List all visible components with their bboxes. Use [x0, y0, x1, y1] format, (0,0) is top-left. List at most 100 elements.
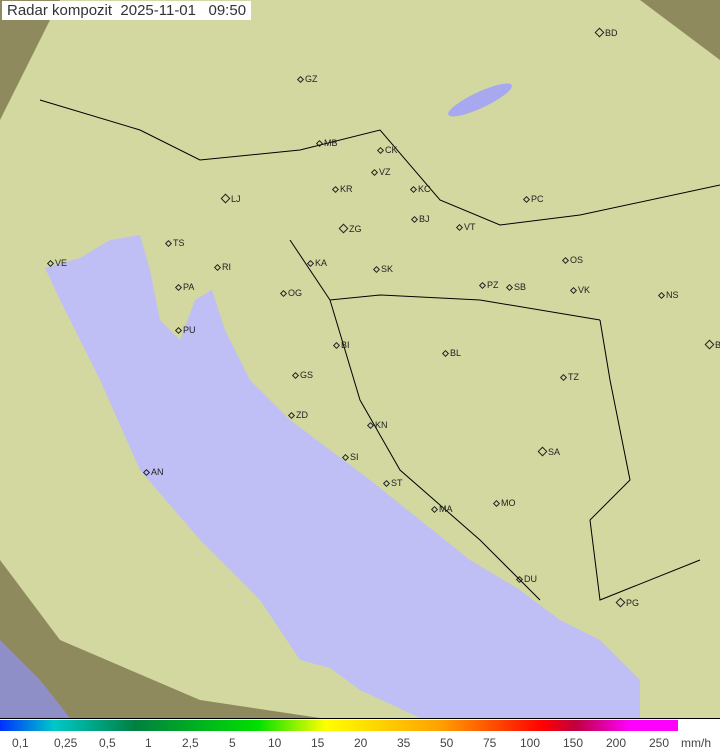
diamond-icon — [287, 411, 296, 420]
city-marker: TZ — [559, 372, 579, 382]
city-marker: MO — [492, 498, 516, 508]
city-marker: DU — [515, 574, 537, 584]
city-marker: BJ — [410, 214, 430, 224]
city-label: BG — [715, 340, 720, 350]
diamond-icon — [164, 239, 173, 248]
legend-label: 250 — [649, 736, 670, 750]
city-marker: ZD — [287, 410, 308, 420]
city-marker: PG — [615, 597, 640, 608]
radar-map[interactable]: Radar kompozit 2025-11-01 09:50 BD GZ MB CK… — [0, 0, 720, 719]
city-label: PU — [183, 325, 196, 335]
diamond-icon — [370, 168, 379, 177]
city-marker: VE — [46, 258, 67, 268]
legend-label: 1 — [145, 736, 152, 750]
city-label: BD — [605, 28, 618, 38]
diamond-icon — [515, 575, 524, 584]
diamond-icon — [291, 371, 300, 380]
diamond-icon — [455, 223, 464, 232]
city-marker: KA — [306, 258, 328, 268]
city-label: OS — [570, 255, 584, 265]
city-marker: PZ — [478, 280, 499, 290]
legend-label: 0,1 — [12, 736, 29, 750]
diamond-icon — [174, 283, 183, 292]
legend-label: 10 — [268, 736, 282, 750]
diamond-icon — [331, 185, 340, 194]
lake-balaton — [448, 83, 512, 117]
city-marker: OG — [279, 288, 302, 298]
city-label: MA — [439, 504, 453, 514]
diamond-icon — [657, 291, 666, 300]
city-marker: GZ — [296, 74, 318, 84]
city-marker: PU — [174, 325, 196, 335]
diamond-icon — [341, 453, 350, 462]
city-label: SA — [548, 447, 561, 457]
diamond-icon — [279, 289, 288, 298]
city-label: LJ — [231, 194, 241, 204]
city-label: MB — [324, 138, 338, 148]
city-marker: OS — [561, 255, 584, 265]
city-label: KN — [375, 420, 388, 430]
radar-coverage — [0, 0, 720, 718]
legend-label: 20 — [354, 736, 368, 750]
city-marker: RI — [213, 262, 231, 272]
diamond-icon — [220, 193, 231, 204]
city-marker: NS — [657, 290, 679, 300]
city-label: VT — [464, 222, 476, 232]
city-marker: CK — [376, 145, 398, 155]
map-title: Radar kompozit 2025-11-01 09:50 — [2, 1, 252, 20]
city-marker: KR — [331, 184, 353, 194]
diamond-icon — [430, 505, 439, 514]
city-label: BJ — [419, 214, 430, 224]
diamond-icon — [704, 339, 715, 350]
diamond-icon — [174, 326, 183, 335]
map-graphic — [0, 0, 720, 718]
city-label: GZ — [305, 74, 318, 84]
city-marker: BI — [332, 340, 350, 350]
city-label: AN — [151, 467, 164, 477]
city-marker: KC — [409, 184, 431, 194]
diamond-icon — [382, 479, 391, 488]
diamond-icon — [537, 446, 548, 457]
diamond-icon — [46, 259, 55, 268]
city-label: PA — [183, 282, 195, 292]
legend-label: 2,5 — [182, 736, 199, 750]
city-label: TS — [173, 238, 185, 248]
city-label: ST — [391, 478, 403, 488]
city-marker: SI — [341, 452, 359, 462]
diamond-icon — [372, 265, 381, 274]
city-label: VZ — [379, 167, 391, 177]
diamond-icon — [142, 468, 151, 477]
city-label: SK — [381, 264, 394, 274]
legend-label: 200 — [606, 736, 627, 750]
city-marker: KN — [366, 420, 388, 430]
city-label: NS — [666, 290, 679, 300]
city-marker: PA — [174, 282, 195, 292]
diamond-icon — [594, 27, 605, 38]
legend-label: 0,25 — [54, 736, 78, 750]
legend-label: 5 — [229, 736, 236, 750]
diamond-icon — [306, 259, 315, 268]
city-label: KC — [418, 184, 431, 194]
city-marker: PC — [522, 194, 544, 204]
city-label: BI — [341, 340, 350, 350]
city-label: KA — [315, 258, 328, 268]
city-label: GS — [300, 370, 314, 380]
city-label: ZG — [349, 224, 362, 234]
city-label: SB — [514, 282, 527, 292]
diamond-icon — [410, 215, 419, 224]
city-label: DU — [524, 574, 537, 584]
city-marker: MB — [315, 138, 338, 148]
city-marker: SK — [372, 264, 394, 274]
city-marker: VZ — [370, 167, 391, 177]
legend-label: 15 — [311, 736, 325, 750]
city-label: MO — [501, 498, 516, 508]
city-label: PG — [626, 598, 640, 608]
city-marker: TS — [164, 238, 185, 248]
city-marker: BG — [704, 339, 720, 350]
sea — [45, 235, 640, 718]
legend-label: 50 — [440, 736, 454, 750]
diamond-icon — [376, 146, 385, 155]
city-label: CK — [385, 145, 398, 155]
legend-label: 150 — [563, 736, 584, 750]
city-marker: VT — [455, 222, 476, 232]
